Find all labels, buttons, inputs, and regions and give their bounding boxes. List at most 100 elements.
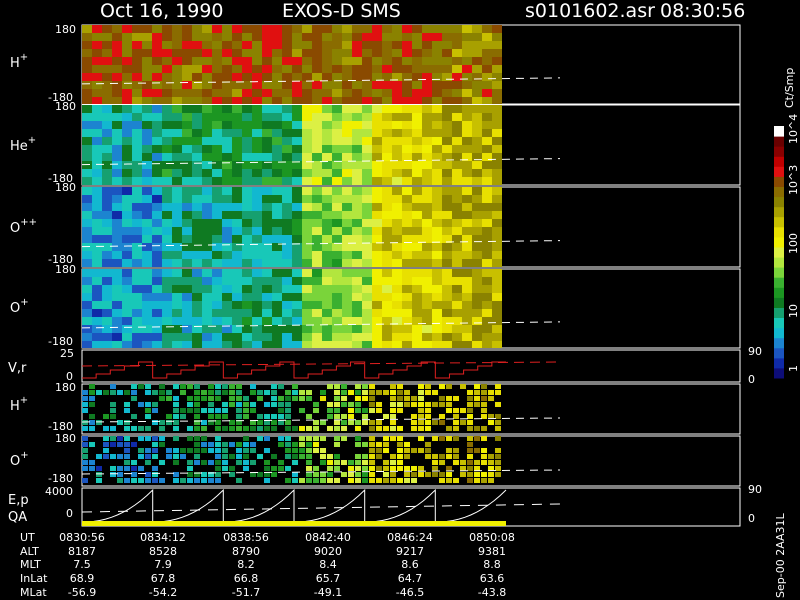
heatmap-cell <box>352 129 362 137</box>
heatmap-cell <box>242 57 252 65</box>
heatmap-cell <box>110 426 116 431</box>
heatmap-cell <box>412 269 422 277</box>
heatmap-cell <box>482 105 492 113</box>
heatmap-cell <box>422 317 432 325</box>
heatmap-cell <box>332 277 342 285</box>
heatmap-cell <box>162 211 172 219</box>
heatmap-cell <box>412 341 422 348</box>
heatmap-cell <box>292 113 302 121</box>
heatmap-cell <box>422 113 432 121</box>
heatmap-cell <box>452 49 462 57</box>
heatmap-cell <box>306 390 312 395</box>
heatmap-cell <box>467 396 473 401</box>
heatmap-cell <box>302 195 312 203</box>
svg-text:O+: O+ <box>10 297 29 316</box>
heatmap-cell <box>352 243 362 251</box>
ephemeris-table: UT 0830:56 0834:12 0838:56 0842:40 0846:24 085… <box>20 531 515 599</box>
heatmap-cell <box>342 309 352 317</box>
heatmap-cell <box>132 89 142 97</box>
heatmap-cell <box>272 105 282 113</box>
heatmap-cell <box>492 285 502 293</box>
heatmap-cell <box>272 177 282 185</box>
heatmap-cell <box>342 177 352 185</box>
heatmap-cell <box>462 57 472 65</box>
heatmap-cell <box>442 41 452 49</box>
tick-label: -180 <box>48 335 73 348</box>
heatmap-cell <box>492 105 502 113</box>
heatmap-cell <box>495 436 501 441</box>
heatmap-cell <box>152 105 162 113</box>
heatmap-cell <box>262 195 272 203</box>
heatmap-cell <box>412 219 422 227</box>
heatmap-cell <box>299 442 305 447</box>
heatmap-cell <box>382 89 392 97</box>
heatmap-cell <box>342 113 352 121</box>
heatmap-cell <box>452 169 462 177</box>
heatmap-cell <box>472 121 482 129</box>
heatmap-cell <box>472 187 482 195</box>
heatmap-cell <box>352 251 362 259</box>
heatmap-cell <box>362 49 372 57</box>
heatmap-cell <box>112 277 122 285</box>
heatmap-cell <box>392 169 402 177</box>
heatmap-cell <box>232 227 242 235</box>
heatmap-cell <box>442 25 452 33</box>
heatmap-cell <box>102 97 112 104</box>
tick-label: 90 <box>748 483 762 496</box>
heatmap-cell <box>392 49 402 57</box>
heatmap-cell <box>92 81 102 89</box>
heatmap-cell <box>412 73 422 81</box>
heatmap-cell <box>243 426 249 431</box>
heatmap-cell <box>208 384 214 389</box>
heatmap-cell <box>492 89 502 97</box>
heatmap-cell <box>404 466 410 471</box>
heatmap-cell <box>102 203 112 211</box>
heatmap-cell <box>124 420 130 425</box>
heatmap-cell <box>173 472 179 477</box>
heatmap-cell <box>222 235 232 243</box>
heatmap-cell <box>192 129 202 137</box>
heatmap-cell <box>272 277 282 285</box>
heatmap-cell <box>312 113 322 121</box>
heatmap-cell <box>124 466 130 471</box>
heatmap-cell <box>201 420 207 425</box>
heatmap-cell <box>472 277 482 285</box>
heatmap-cell <box>142 49 152 57</box>
heatmap-cell <box>252 161 262 169</box>
heatmap-cell <box>232 309 242 317</box>
heatmap-cell <box>112 227 122 235</box>
heatmap-cell <box>327 426 333 431</box>
heatmap-cell <box>112 317 122 325</box>
heatmap-cell <box>242 25 252 33</box>
heatmap-cell <box>232 277 242 285</box>
heatmap-cell <box>172 25 182 33</box>
heatmap-cell <box>172 211 182 219</box>
heatmap-cell <box>462 153 472 161</box>
heatmap-cell <box>392 25 402 33</box>
heatmap-cell <box>112 113 122 121</box>
heatmap-cell <box>192 49 202 57</box>
heatmap-cell <box>442 195 452 203</box>
heatmap-cell <box>392 81 402 89</box>
heatmap-cell <box>342 65 352 73</box>
heatmap-cell <box>102 309 112 317</box>
heatmap-cell <box>397 448 403 453</box>
heatmap-cell <box>162 235 172 243</box>
heatmap-cell <box>212 187 222 195</box>
heatmap-cell <box>172 81 182 89</box>
heatmap-cell <box>432 390 438 395</box>
heatmap-cell <box>462 293 472 301</box>
heatmap-cell <box>439 478 445 483</box>
heatmap-cell <box>262 317 272 325</box>
heatmap-cell <box>482 309 492 317</box>
heatmap-cell <box>180 454 186 459</box>
heatmap-cell <box>282 293 292 301</box>
heatmap-cell <box>152 436 158 441</box>
heatmap-cell <box>162 325 172 333</box>
heatmap-cell <box>142 145 152 153</box>
heatmap-cell <box>332 293 342 301</box>
heatmap-cell <box>397 454 403 459</box>
svg-text:H+: H+ <box>10 395 28 414</box>
heatmap-cell <box>102 341 112 348</box>
heatmap-cell <box>462 49 472 57</box>
